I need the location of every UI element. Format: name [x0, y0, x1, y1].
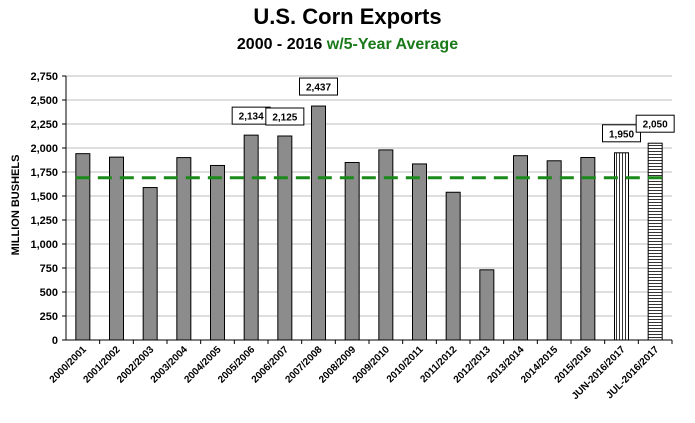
- chart-title: U.S. Corn Exports: [253, 4, 442, 29]
- y-tick-label: 1,500: [30, 191, 58, 203]
- data-label: 1,950: [609, 129, 634, 140]
- bar: [513, 155, 528, 341]
- data-label-box: [299, 77, 338, 96]
- y-axis-label: MILLION BUSHELS: [10, 155, 22, 256]
- y-tick-label: 2,250: [30, 119, 58, 131]
- y-tick-label: 500: [40, 287, 58, 299]
- y-tick-label: 250: [40, 311, 58, 323]
- y-tick-label: 0: [52, 335, 58, 347]
- bar: [647, 142, 663, 341]
- y-tick-label: 1,750: [30, 167, 58, 179]
- bar: [344, 161, 360, 341]
- y-tick-label: 2,000: [30, 143, 58, 155]
- bar: [479, 269, 495, 341]
- y-tick-label: 2,750: [30, 71, 58, 83]
- chart-subtitle-accent: w/5-Year Average: [326, 36, 459, 53]
- bar: [412, 163, 427, 341]
- bar: [277, 135, 293, 341]
- chart-subtitle-main: 2000 - 2016: [236, 36, 323, 53]
- data-label-box: [602, 124, 641, 143]
- y-tick-label: 1,000: [30, 239, 58, 251]
- bar: [176, 157, 192, 341]
- bar: [445, 191, 461, 341]
- chart-subtitle: 2000 - 2016 w/5-Year Average: [0, 36, 695, 54]
- data-label: 2,050: [643, 120, 668, 131]
- bar: [142, 187, 158, 341]
- y-tick-label: 1,250: [30, 215, 58, 227]
- bar: [546, 160, 562, 341]
- bar: [580, 157, 596, 341]
- y-tick-label: 2,500: [30, 95, 58, 107]
- bar: [614, 152, 629, 341]
- data-label: 2,437: [306, 83, 331, 94]
- bar: [210, 164, 225, 341]
- data-label-box: [635, 114, 675, 133]
- data-label: 2,125: [272, 113, 297, 124]
- bar: [243, 134, 259, 341]
- data-label-box: [265, 107, 305, 126]
- data-label: 2,134: [239, 112, 264, 123]
- bar: [311, 105, 326, 341]
- y-tick-label: 750: [40, 263, 58, 275]
- bar: [75, 153, 91, 341]
- bar: [109, 156, 124, 341]
